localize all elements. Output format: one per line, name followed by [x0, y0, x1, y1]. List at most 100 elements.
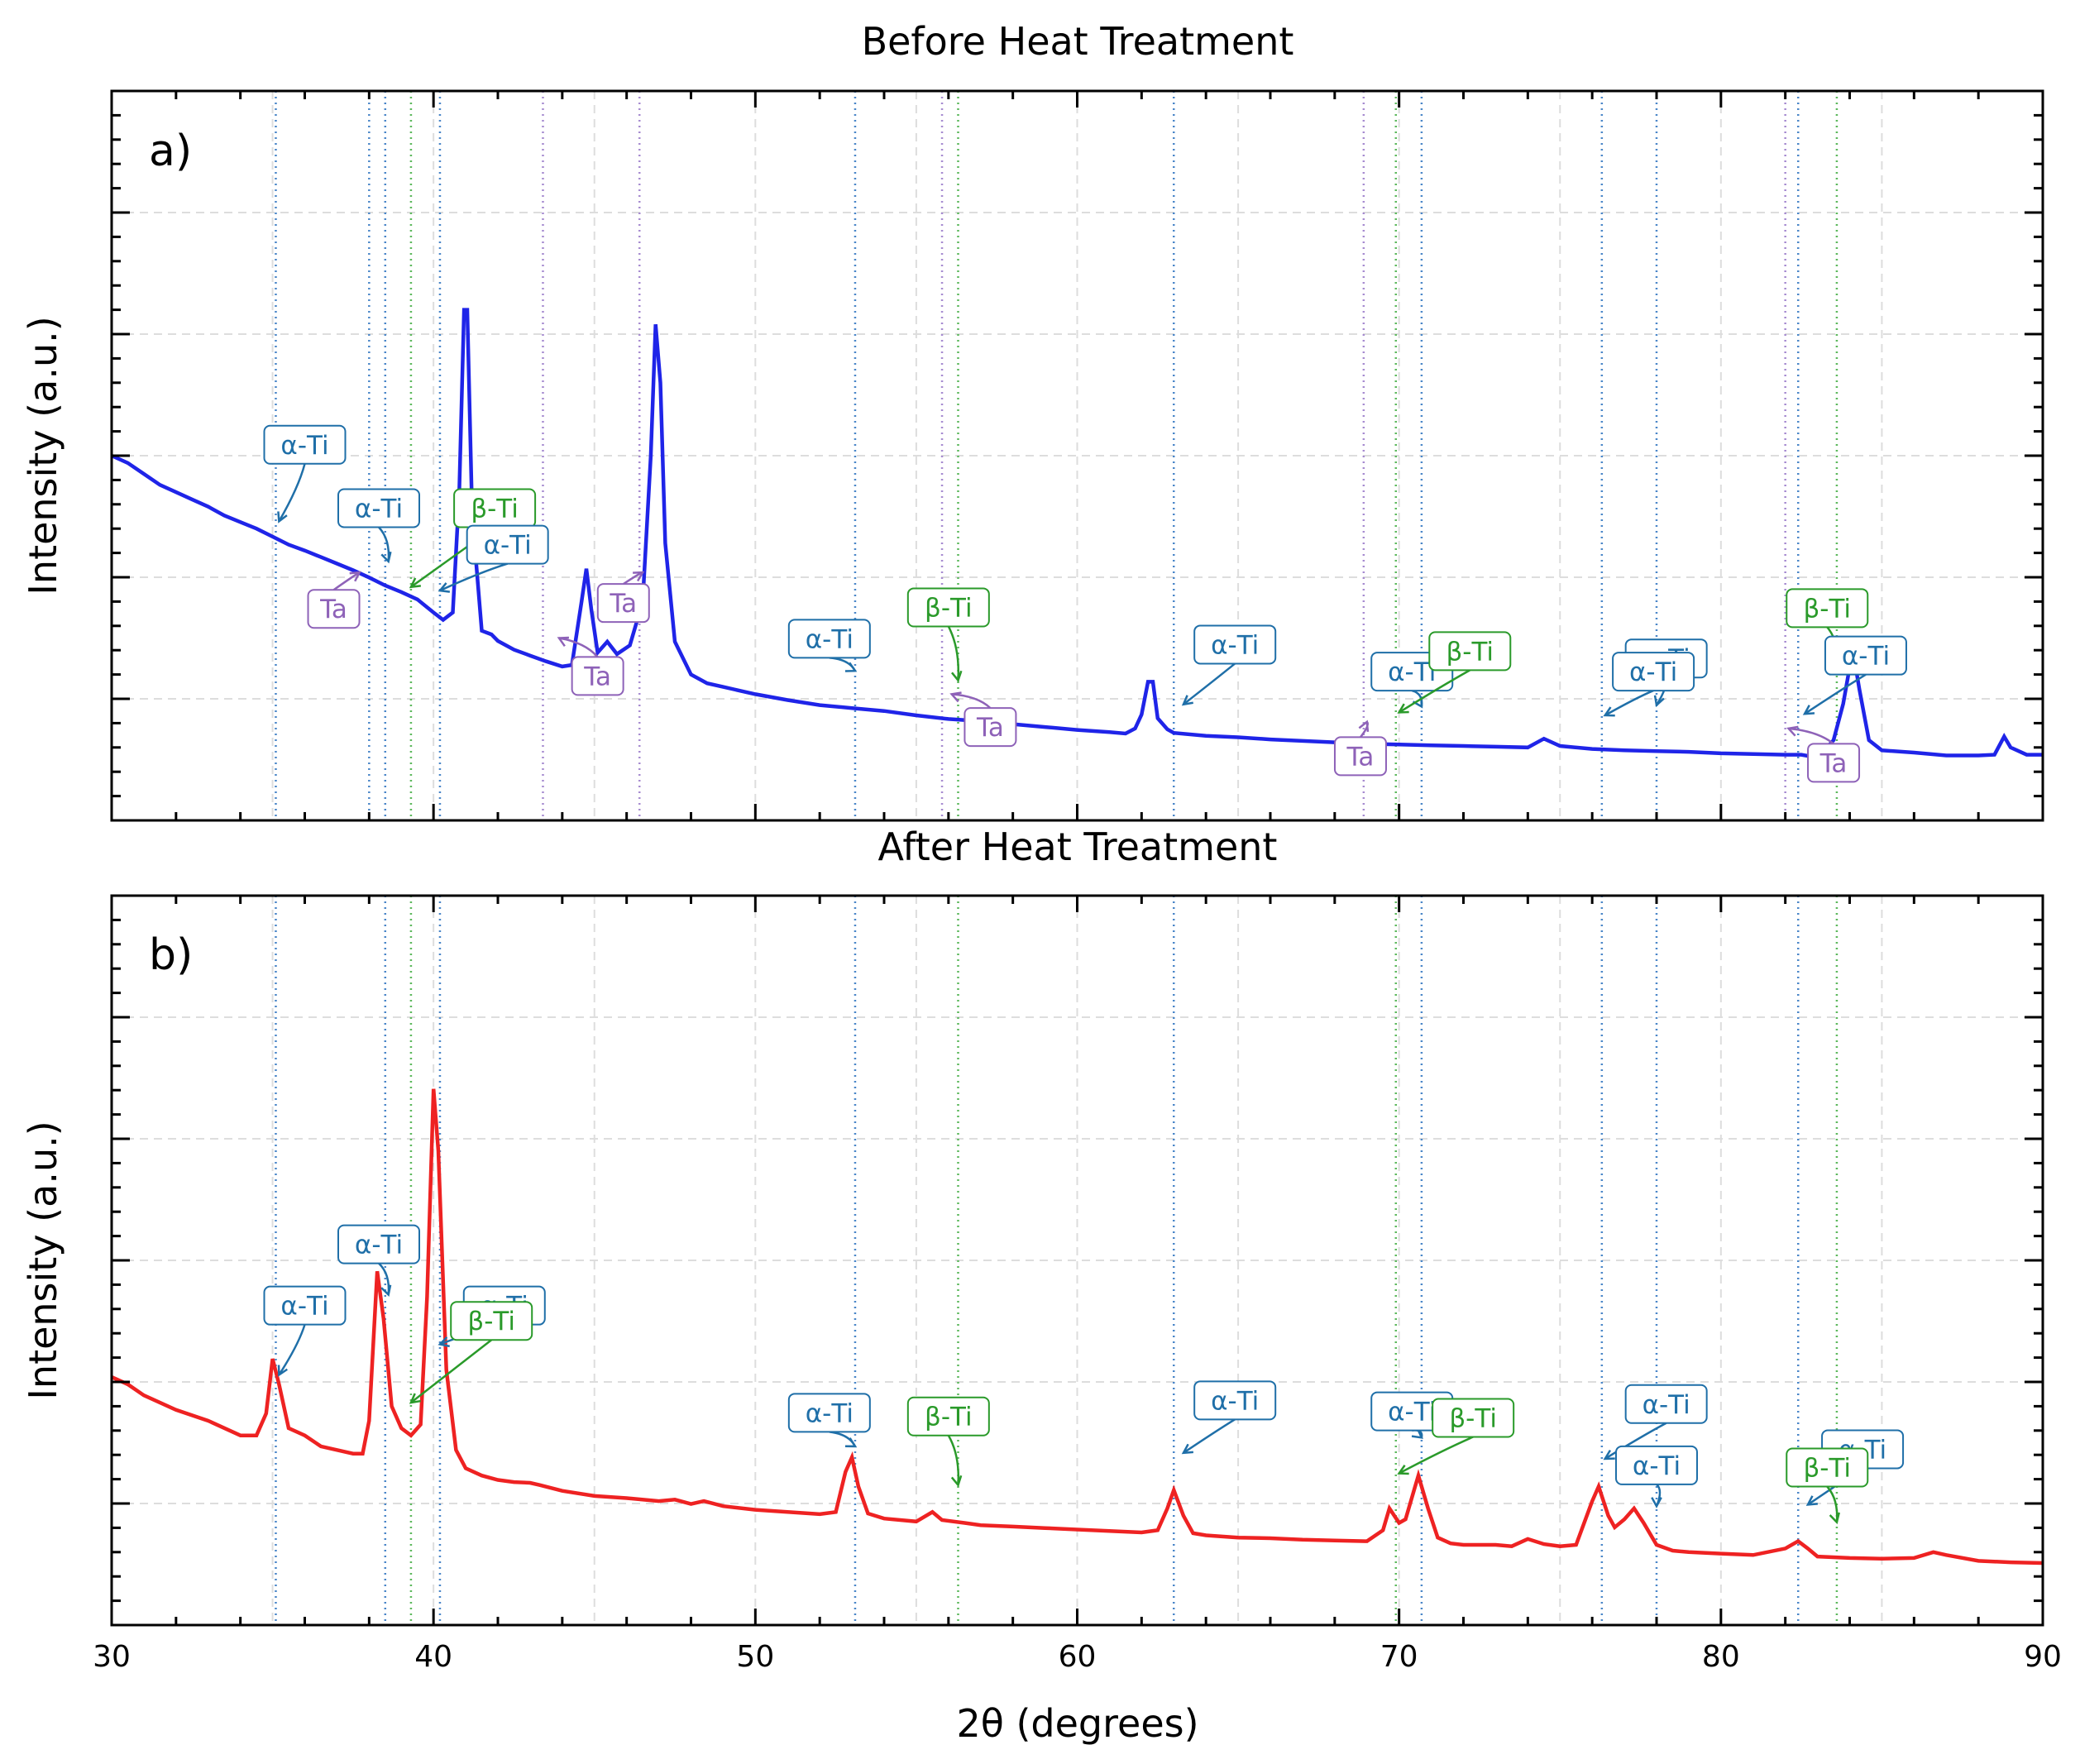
annotation-box — [963, 707, 1017, 748]
panel-a-ticks — [110, 89, 2044, 822]
annotation-beta-ti: β-Ti — [1397, 631, 1512, 714]
annotation-box — [906, 1396, 990, 1437]
annotation-label: α-Ti — [484, 531, 532, 561]
annotation-arrowhead — [1653, 695, 1665, 708]
annotation-alpha-ti: α-Ti — [1802, 635, 1907, 715]
annotation-alpha-ti: α-Ti — [787, 619, 871, 672]
annotation-label: α-Ti — [1633, 1451, 1681, 1481]
annotation-box — [1615, 1445, 1698, 1485]
annotation-arrow — [1399, 1436, 1474, 1475]
annotation-label: α-Ti — [1642, 1390, 1690, 1420]
panel-a-reference-lines — [275, 91, 1839, 820]
annotation-alpha-ti: α-Ti — [263, 1285, 347, 1377]
annotation-arrowhead — [1805, 1495, 1818, 1506]
x-tick-label: 40 — [414, 1640, 452, 1674]
annotation-label: α-Ti — [806, 624, 854, 654]
annotation-arrow — [947, 1435, 960, 1485]
annotation-arrowhead — [844, 1437, 858, 1448]
annotation-label: α-Ti — [1211, 1386, 1259, 1416]
annotation-box — [571, 656, 624, 696]
annotation-ta: Ta — [596, 571, 650, 624]
annotation-box — [787, 1393, 871, 1433]
annotation-ta: Ta — [1786, 725, 1861, 783]
annotation-label: α-Ti — [1629, 657, 1677, 687]
annotation-arrowhead — [438, 1336, 450, 1348]
annotation-arrowhead — [1651, 1497, 1662, 1508]
annotation-arrowhead — [1411, 1427, 1423, 1439]
annotation-box — [596, 583, 650, 624]
annotation-box — [1333, 736, 1387, 777]
annotation-arrowhead — [380, 551, 392, 564]
annotation-beta-ti: β-Ti — [1397, 1398, 1515, 1475]
annotation-arrowhead — [277, 511, 288, 523]
annotation-label: α-Ti — [806, 1398, 854, 1428]
annotation-box — [787, 619, 871, 659]
panel-b-plot-area — [111, 1088, 2044, 1566]
annotation-label: β-Ti — [925, 1403, 973, 1432]
panel-a-grid — [112, 91, 2043, 820]
annotation-box — [1193, 624, 1277, 665]
panel-b-ticks: 30 40 50 60 70 80 90 — [93, 894, 2062, 1674]
annotation-arrow — [1183, 662, 1236, 705]
annotation-ta: Ta — [1333, 719, 1387, 777]
annotation-box — [1786, 1447, 1869, 1488]
annotation-arrowhead — [950, 1475, 963, 1488]
annotation-alpha-ti: α-Ti — [1181, 1380, 1277, 1455]
annotation-arrow — [439, 562, 509, 592]
annotation-label: α-Ti — [280, 431, 328, 461]
annotation-beta-ti: β-Ti — [906, 1396, 990, 1488]
annotation-box — [1624, 1384, 1708, 1424]
annotation-arrowhead — [409, 1393, 421, 1404]
x-tick-label: 30 — [93, 1640, 131, 1674]
annotation-box — [1612, 652, 1695, 692]
annotation-arrowhead — [1786, 725, 1799, 737]
annotation-arrowhead — [1829, 1512, 1840, 1525]
annotation-box — [1193, 1380, 1277, 1421]
panel-b-after-heat-treatment: After Heat Treatment α-Ti α-Ti α-Ti β-Ti α-T… — [21, 825, 2062, 1746]
annotation-box — [263, 1285, 347, 1326]
annotation-beta-ti: β-Ti — [906, 587, 990, 683]
annotation-beta-ti: β-Ti — [409, 488, 537, 589]
annotation-label: α-Ti — [1211, 630, 1259, 660]
panel-b-label: b) — [149, 930, 193, 980]
annotation-label: Ta — [1346, 742, 1375, 772]
annotation-arrowhead — [1603, 706, 1615, 717]
panel-b-annotations: α-Ti α-Ti α-Ti β-Ti α-Ti β-Ti α-Ti α-Ti β-Ti α-Ti… — [263, 1224, 1905, 1525]
x-tick-label: 90 — [2024, 1640, 2062, 1674]
panel-b-intensity-line — [111, 1088, 2044, 1566]
annotation-beta-ti: β-Ti — [409, 1301, 533, 1404]
annotation-alpha-ti: α-Ti — [1615, 1445, 1698, 1508]
annotation-beta-ti: β-Ti — [1786, 588, 1869, 666]
annotation-arrowhead — [1181, 1443, 1193, 1455]
panel-b-y-axis-label: Intensity (a.u.) — [21, 1121, 65, 1399]
annotation-arrow — [1604, 689, 1654, 717]
annotation-alpha-ti: α-Ti — [263, 424, 347, 523]
annotation-label: Ta — [976, 713, 1004, 743]
annotation-label: β-Ti — [1449, 1404, 1497, 1434]
annotation-arrowhead — [557, 636, 569, 648]
annotation-arrowhead — [951, 670, 963, 683]
annotation-arrowhead — [277, 1365, 288, 1377]
panel-a-title: Before Heat Treatment — [862, 19, 1294, 64]
annotation-arrow — [1399, 669, 1470, 714]
panel-b-title: After Heat Treatment — [878, 825, 1278, 869]
annotation-arrow — [410, 1339, 492, 1403]
annotation-alpha-ti: α-Ti — [337, 488, 421, 564]
annotation-arrowhead — [409, 577, 421, 589]
panel-a-plot-area — [111, 308, 2043, 760]
annotation-arrow — [1804, 673, 1867, 715]
annotation-arrow — [1604, 1422, 1667, 1460]
annotation-label: β-Ti — [1446, 637, 1494, 667]
annotation-arrow — [278, 1324, 306, 1376]
x-axis-label: 2θ (degrees) — [956, 1701, 1198, 1746]
panel-a-before-heat-treatment: Before Heat Treatment α-Ti α-Ti β-Ti α-Ti Ta… — [21, 19, 2044, 822]
annotation-arrowhead — [844, 662, 858, 672]
annotation-alpha-ti: α-Ti — [787, 1393, 871, 1448]
annotation-box — [337, 1224, 421, 1264]
annotation-label: Ta — [319, 595, 347, 624]
annotation-label: β-Ti — [925, 593, 973, 623]
x-tick-label: 80 — [1702, 1640, 1740, 1674]
annotation-arrowhead — [633, 571, 645, 582]
annotation-label: β-Ti — [1803, 594, 1851, 624]
